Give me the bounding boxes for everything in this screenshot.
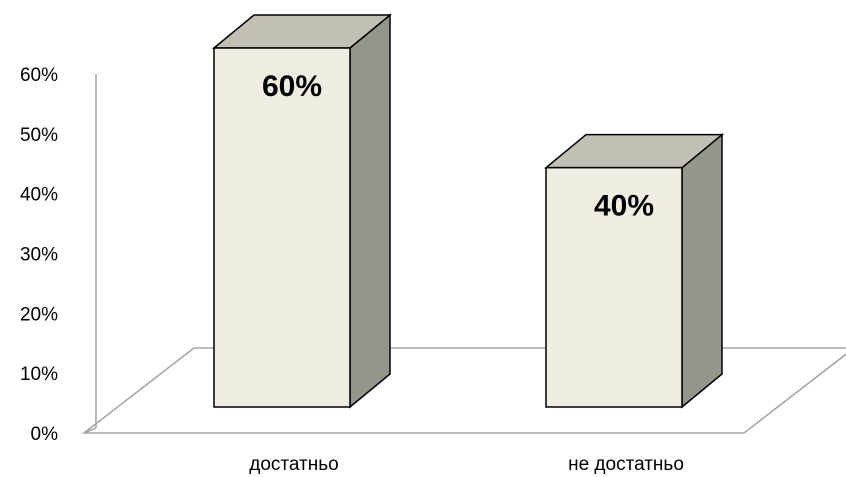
y-tick-label: 40% [20, 185, 58, 206]
bar-front-face [545, 166, 683, 408]
y-tick-label: 10% [20, 364, 58, 385]
bar-0 [211, 13, 393, 409]
bars [211, 13, 725, 409]
bar-1 [543, 133, 725, 409]
y-tick-label: 0% [31, 424, 59, 445]
category-label: достатньо [249, 454, 338, 475]
y-tick-label: 60% [20, 65, 58, 86]
y-axis [83, 74, 97, 434]
floor-plane [81, 347, 846, 434]
x-axis-categories: достатньо не достатньо [249, 454, 684, 475]
bar-front-face [213, 47, 351, 408]
category-label: не достатньо [568, 454, 684, 475]
chart-floor [81, 347, 846, 434]
bar-side-face [349, 13, 391, 409]
data-label: 40% [594, 190, 654, 223]
y-tick-label: 30% [20, 245, 58, 266]
data-labels: 60% 40% [262, 70, 654, 223]
y-tick-label: 20% [20, 304, 58, 325]
y-tick-label: 50% [20, 125, 58, 146]
data-label: 60% [262, 70, 322, 103]
y-axis-foot [83, 427, 97, 434]
y-axis-ticks: 0% 10% 20% 30% 40% 50% 60% [20, 65, 58, 445]
bar-side-face [681, 133, 723, 409]
